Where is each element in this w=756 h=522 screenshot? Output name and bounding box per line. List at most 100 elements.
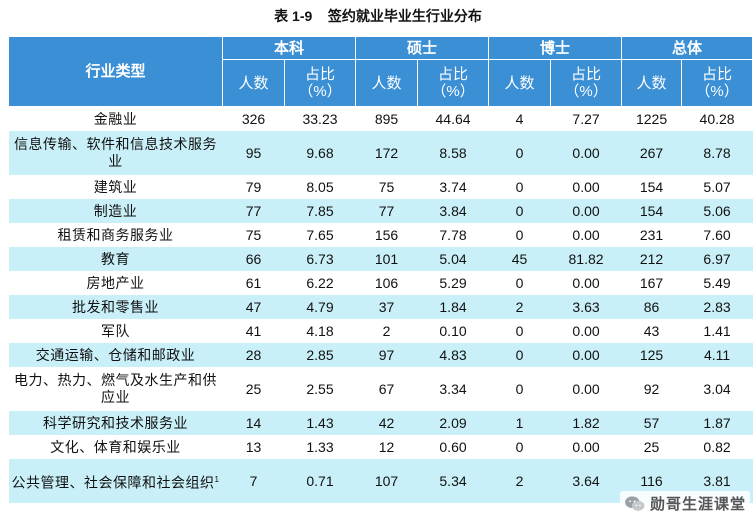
- ratio-cell: 40.28: [699, 110, 735, 127]
- industry-name: 军队: [101, 322, 130, 339]
- table-row: 军队 41 4.18 2 0.10 0 0.00 43 1.41: [9, 319, 753, 343]
- ratio-cell: 2.55: [306, 380, 334, 397]
- ratio-cell: 3.64: [550, 459, 622, 503]
- ratio-cell: 6.97: [681, 247, 753, 271]
- industry-name: 文化、体育和娱乐业: [50, 438, 181, 455]
- count-cell: 0: [515, 438, 524, 455]
- ratio-cell: 6.22: [306, 274, 334, 291]
- ratio-cell: 44.64: [435, 110, 471, 127]
- table-row: 信息传输、软件和信息技术服务业 95 9.68 172 8.58 0 0.00 267 8.78: [8, 131, 753, 175]
- ratio-cell: 0.71: [284, 459, 356, 503]
- count-cell: 79: [245, 178, 262, 195]
- count-cell: 107: [355, 459, 418, 503]
- table-row: 制造业 77 7.85 77 3.84 0 0.00 154 5.06: [8, 199, 753, 223]
- table-row: 交通运输、仓储和邮政业 28 2.85 97 4.83 0 0.00 125 4.11: [8, 343, 753, 367]
- count-cell: 2: [382, 322, 391, 339]
- header-group: 博士: [488, 36, 623, 60]
- header-count: 人数: [355, 59, 419, 107]
- ratio-cell: 7.78: [439, 226, 467, 243]
- count-cell: 326: [241, 110, 266, 127]
- ratio-cell: 2.09: [417, 411, 489, 435]
- ratio-cell: 5.04: [417, 247, 489, 271]
- ratio-cell: 7.27: [572, 110, 600, 127]
- industry-name: 制造业: [8, 199, 223, 223]
- count-cell: 66: [222, 247, 285, 271]
- count-cell: 0: [515, 178, 524, 195]
- industry-name: 教育: [8, 247, 223, 271]
- count-cell: 67: [378, 380, 395, 397]
- ratio-cell: 0.00: [572, 380, 600, 397]
- count-cell: 0: [488, 343, 551, 367]
- ratio-cell: 0.00: [550, 343, 622, 367]
- table-row: 科学研究和技术服务业 14 1.43 42 2.09 1 1.82 57 1.87: [8, 411, 753, 435]
- count-cell: 0: [515, 322, 524, 339]
- ratio-cell: 2.83: [681, 295, 753, 319]
- industry-name: 信息传输、软件和信息技术服务业: [8, 131, 223, 175]
- count-cell: 172: [355, 131, 418, 175]
- header-group: 总体: [621, 36, 754, 60]
- count-cell: 4: [515, 110, 524, 127]
- header-count: 人数: [222, 59, 285, 107]
- table-body: 金融业 326 33.23 895 44.64 4 7.27 1225 40.28 信息传输、软件…: [8, 107, 753, 503]
- ratio-cell: 0.00: [572, 322, 600, 339]
- count-cell: 0: [515, 274, 524, 291]
- header-count: 人数: [488, 59, 552, 107]
- count-cell: 1225: [635, 110, 668, 127]
- table-row: 文化、体育和娱乐业 13 1.33 12 0.60 0 0.00 25 0.82: [9, 435, 753, 459]
- ratio-cell: 5.34: [417, 459, 489, 503]
- ratio-cell: 3.63: [550, 295, 622, 319]
- count-cell: 43: [643, 322, 660, 339]
- ratio-cell: 7.85: [284, 199, 356, 223]
- count-cell: 0: [488, 199, 551, 223]
- industry-name: 金融业: [93, 110, 138, 127]
- count-cell: 77: [355, 199, 418, 223]
- table-row: 电力、热力、燃气及水生产和供应业 25 2.55 67 3.34 0 0.00 92 3.04: [9, 367, 753, 411]
- count-cell: 212: [621, 247, 682, 271]
- ratio-cell: 9.68: [284, 131, 356, 175]
- count-cell: 28: [222, 343, 285, 367]
- count-cell: 267: [621, 131, 682, 175]
- count-cell: 2: [488, 295, 551, 319]
- count-cell: 154: [639, 178, 664, 195]
- watermark: 勋哥生涯课堂: [619, 491, 750, 516]
- industry-name: 房地产业: [86, 274, 145, 291]
- count-cell: 13: [245, 438, 262, 455]
- ratio-cell: 5.29: [439, 274, 467, 291]
- ratio-cell: 4.18: [306, 322, 334, 339]
- ratio-cell: 2.85: [284, 343, 356, 367]
- header-ratio: 占比 （%）: [550, 59, 623, 107]
- count-cell: 97: [355, 343, 418, 367]
- ratio-cell: 0.10: [439, 322, 467, 339]
- count-cell: 154: [621, 199, 682, 223]
- count-cell: 1: [488, 411, 551, 435]
- table-row: 租赁和商务服务业 75 7.65 156 7.78 0 0.00 231 7.60: [9, 223, 753, 247]
- ratio-cell: 4.79: [284, 295, 356, 319]
- ratio-cell: 8.78: [681, 131, 753, 175]
- table-row: 房地产业 61 6.22 106 5.29 0 0.00 167 5.49: [9, 271, 753, 295]
- ratio-cell: 3.34: [439, 380, 467, 397]
- ratio-cell: 3.84: [417, 199, 489, 223]
- ratio-cell: 7.65: [306, 226, 334, 243]
- count-cell: 77: [222, 199, 285, 223]
- ratio-cell: 0.00: [550, 199, 622, 223]
- table-title: 表 1-9 签约就业毕业生行业分布: [274, 8, 482, 24]
- industry-name: 交通运输、仓储和邮政业: [8, 343, 223, 367]
- industry-name: 批发和零售业: [8, 295, 223, 319]
- count-cell: 0: [515, 380, 524, 397]
- count-cell: 25: [245, 380, 262, 397]
- count-cell: 106: [374, 274, 399, 291]
- industry-name: 建筑业: [93, 178, 138, 195]
- ratio-cell: 1.82: [550, 411, 622, 435]
- ratio-cell: 0.00: [550, 131, 622, 175]
- count-cell: 45: [488, 247, 551, 271]
- count-cell: 61: [245, 274, 262, 291]
- count-cell: 25: [643, 438, 660, 455]
- watermark-text: 勋哥生涯课堂: [649, 496, 746, 513]
- count-cell: 86: [621, 295, 682, 319]
- ratio-cell: 8.05: [306, 178, 334, 195]
- count-cell: 14: [222, 411, 285, 435]
- count-cell: 57: [621, 411, 682, 435]
- ratio-cell: 33.23: [302, 110, 338, 127]
- industry-name: 电力、热力、燃气及水生产和供应业: [14, 372, 217, 405]
- count-cell: 156: [374, 226, 399, 243]
